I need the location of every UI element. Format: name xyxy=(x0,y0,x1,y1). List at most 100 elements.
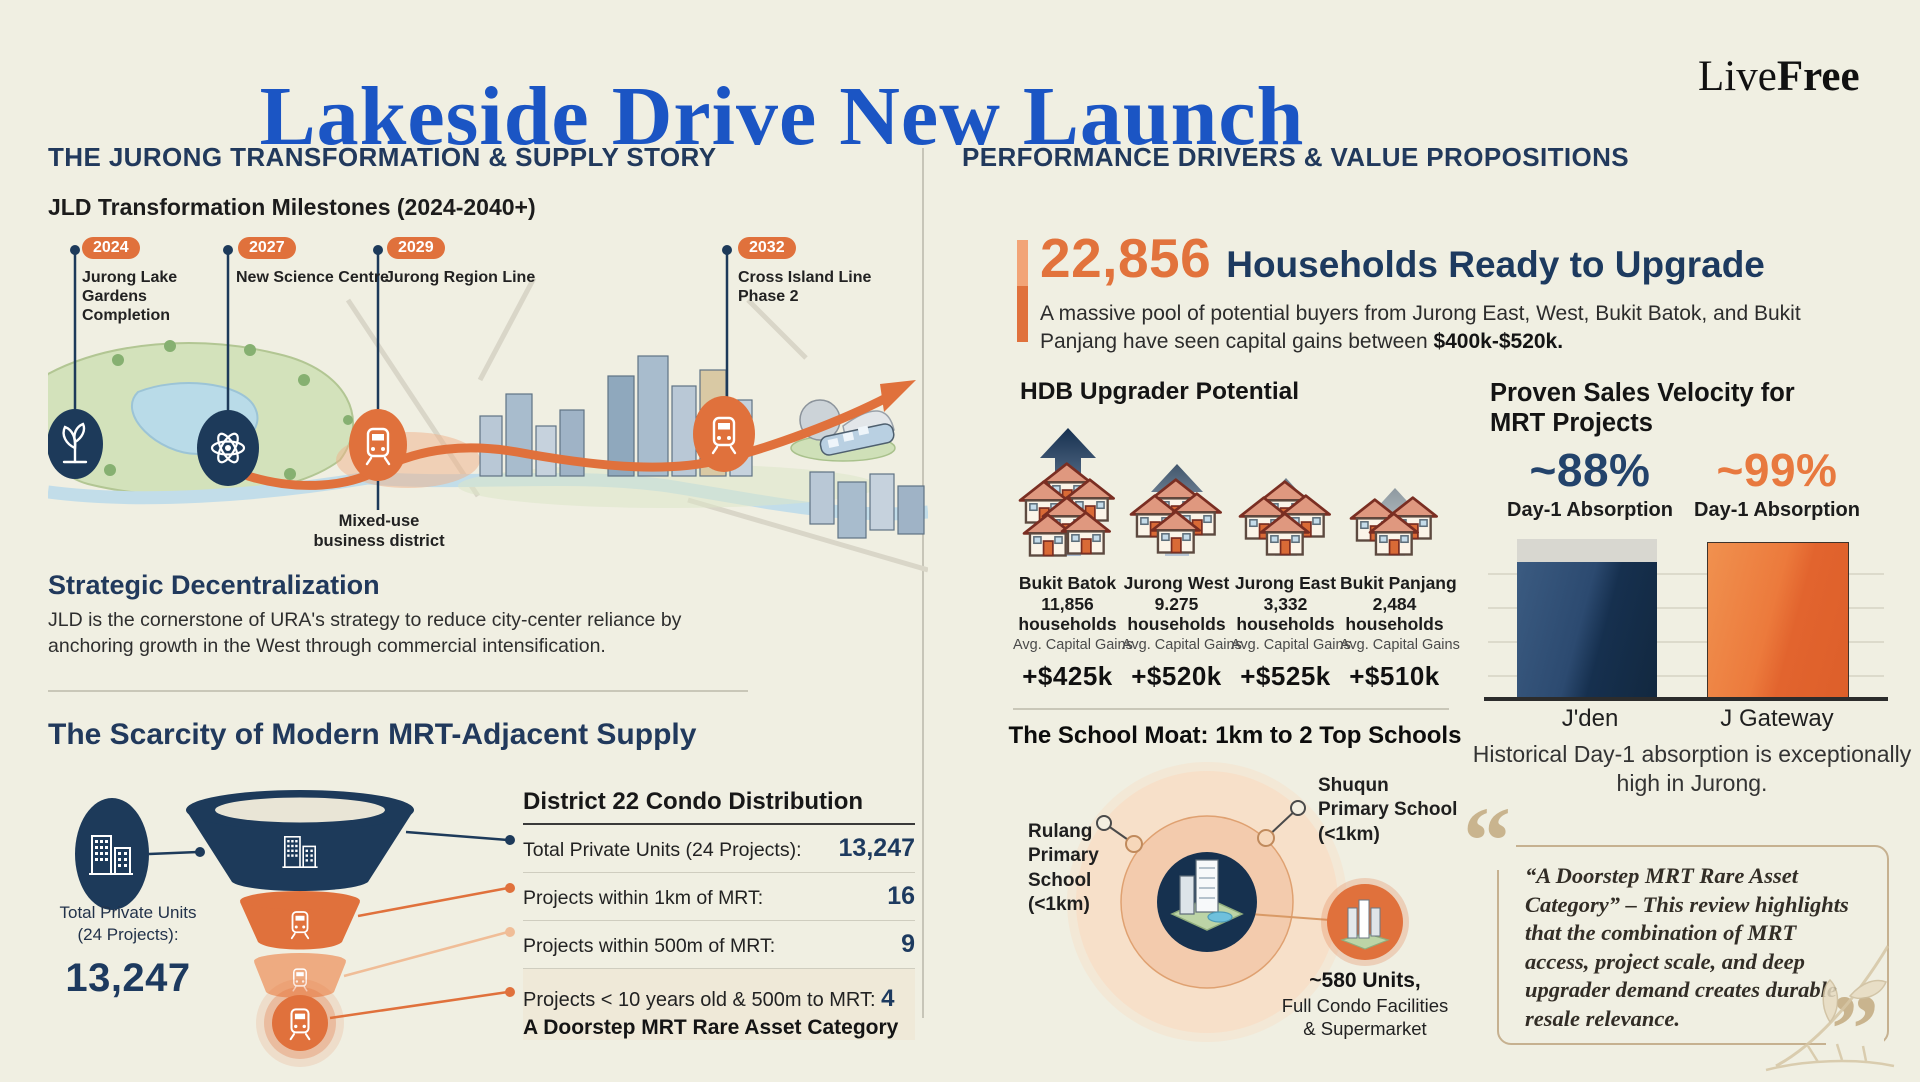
hdb-heading: HDB Upgrader Potential xyxy=(1020,378,1300,405)
brand-logo: LiveFree xyxy=(1698,52,1860,101)
quote-box xyxy=(1497,845,1889,1045)
units-count: ~580 Units, xyxy=(1309,969,1421,992)
school-label-line: School xyxy=(1028,869,1092,891)
school-moat-illustration: Rulang Primary School (<1km) Shuqun Prim… xyxy=(1000,762,1480,1080)
row-value: 9 xyxy=(901,930,915,958)
timeline-stems xyxy=(73,250,729,510)
upgrade-arrow-houses-illustration xyxy=(1238,478,1331,556)
total-units-block: Total Private Units (24 Projects): 13,24… xyxy=(42,902,214,1004)
left-divider xyxy=(48,690,748,692)
bar-remainder-cap xyxy=(1517,539,1657,562)
quote-bold: “A Doorstep MRT Rare Asset Category” xyxy=(1525,863,1798,917)
map-illustration xyxy=(48,245,928,573)
absorption-stat: ~88% Day-1 Absorption xyxy=(1490,443,1690,522)
brand-regular: Live xyxy=(1698,53,1777,100)
upgrade-arrow-houses-illustration xyxy=(1349,488,1438,556)
hdb-gains-label: Avg. Capital Gains xyxy=(1340,636,1460,653)
gridline xyxy=(1488,607,1884,609)
district-distribution-list: District 22 Condo Distribution Total Pri… xyxy=(523,788,915,1040)
distribution-heading: District 22 Condo Distribution xyxy=(523,788,915,825)
hdb-households: 9.275 xyxy=(1154,593,1199,614)
distribution-row: Projects within 1km of MRT: 16 xyxy=(523,873,915,921)
total-units-value: 13,247 xyxy=(65,956,191,1001)
decentralization-heading: Strategic Decentralization xyxy=(48,570,380,600)
row-label: Projects within 500m of MRT: xyxy=(523,935,776,957)
brand-bold: Free xyxy=(1776,53,1860,100)
hdb-area: Jurong West xyxy=(1123,573,1230,593)
quote-rest: – This review highlights that the combin… xyxy=(1525,891,1849,1031)
milestone-label: Jurong Region Line xyxy=(385,269,536,286)
mixed-use-label: Mixed-use business district xyxy=(313,512,445,550)
decentralization-body: JLD is the cornerstone of URA's strategy… xyxy=(48,609,682,657)
hdb-area: Bukit Panjang xyxy=(1340,573,1457,593)
absorption-stat: ~99% Day-1 Absorption xyxy=(1677,443,1877,522)
milestones-heading: JLD Transformation Milestones (2024-2040… xyxy=(48,194,536,220)
milestone-label: Jurong Lake Gardens Completion xyxy=(82,269,178,325)
upgraders-body-bold: $400k-$520k. xyxy=(1433,329,1564,353)
absorption-pct: ~99% xyxy=(1716,444,1838,496)
hdb-column: Jurong West 9.275 households Avg. Capita… xyxy=(1122,416,1242,692)
hdb-unit: households xyxy=(1127,614,1226,635)
upgrade-arrow-houses-illustration xyxy=(1129,464,1222,556)
milestone-year-badge: 2027 xyxy=(238,237,296,259)
tram-illustration xyxy=(819,423,895,456)
gridline xyxy=(1488,573,1884,575)
scarcity-funnel-block: Total Private Units (24 Projects): 13,24… xyxy=(48,780,928,1080)
distribution-row-highlight: Projects < 10 years old & 500m to MRT: 4… xyxy=(523,969,915,1040)
open-quote-icon: “ xyxy=(1458,793,1516,888)
chart-caption: Historical Day-1 absorption is exception… xyxy=(1472,741,1912,797)
upgrade-arrow-houses-illustration xyxy=(1018,428,1115,557)
hdb-gains-value: +$520k xyxy=(1131,660,1222,691)
school-label-line: Rulang xyxy=(1028,821,1093,842)
hdb-households: 2,484 xyxy=(1372,593,1417,614)
column-divider xyxy=(922,148,924,1018)
upgraders-value: 22,856 xyxy=(1040,227,1212,289)
absorption-sub: Day-1 Absorption xyxy=(1694,499,1860,521)
row-label: Projects < 10 years old & 500m to MRT: xyxy=(523,989,876,1011)
row-value: 13,247 xyxy=(838,834,915,862)
right-section-title: PERFORMANCE DRIVERS & VALUE PROPOSITIONS xyxy=(962,142,1630,172)
units-buildings-illustration xyxy=(1340,899,1390,950)
total-units-label2: (24 Projects): xyxy=(77,925,179,945)
hdb-unit: households xyxy=(1236,614,1335,635)
bar-jgateway xyxy=(1707,542,1849,699)
upgraders-stat: 22,856 Households Ready to Upgrade xyxy=(1040,226,1765,290)
total-units-label: Total Private Units xyxy=(59,903,197,922)
moat-rings xyxy=(1067,762,1409,1042)
stat-accent-bar xyxy=(1017,240,1028,342)
upgraders-headline: Households Ready to Upgrade xyxy=(1226,244,1765,285)
row-value: 16 xyxy=(887,882,915,910)
chart-baseline xyxy=(1484,697,1888,701)
gridline xyxy=(1488,641,1884,643)
tree-icons xyxy=(104,340,353,480)
school-label-line: Primary School xyxy=(1318,799,1458,821)
hdb-gains-label: Avg. Capital Gains xyxy=(1013,636,1133,653)
milestone-label: Cross Island Line Phase 2 xyxy=(738,269,872,306)
milestone-label: New Science Centre xyxy=(236,269,389,286)
velocity-heading: Proven Sales Velocity for MRT Projects xyxy=(1490,378,1795,438)
hdb-columns: Bukit Batok 11,856 households Avg. Capit… xyxy=(1013,416,1460,692)
hdb-column: Bukit Panjang 2,484 households Avg. Capi… xyxy=(1340,416,1460,692)
school-label-left: Rulang Primary School (<1km) xyxy=(1028,820,1099,917)
velocity-heading-line: Proven Sales Velocity for xyxy=(1490,379,1795,407)
leaf-decoration xyxy=(1765,945,1895,1072)
rail-line xyxy=(243,391,895,490)
absorption-sub: Day-1 Absorption xyxy=(1507,499,1673,521)
left-section-title: THE JURONG TRANSFORMATION & SUPPLY STORY xyxy=(48,142,717,172)
scarcity-heading: The Scarcity of Modern MRT-Adjacent Supp… xyxy=(48,718,697,751)
school-label-line: (<1km) xyxy=(1028,893,1090,915)
velocity-heading-line: MRT Projects xyxy=(1490,409,1653,438)
units-caption: ~580 Units, Full Condo Facilities & Supe… xyxy=(1262,968,1468,1041)
milestone-year-badge: 2024 xyxy=(82,237,140,259)
rail-arrowhead xyxy=(880,380,916,412)
absorption-pct: ~88% xyxy=(1529,444,1651,496)
rare-asset-highlight: A Doorstep MRT Rare Asset Category xyxy=(523,1016,899,1039)
hdb-gains-label: Avg. Capital Gains xyxy=(1231,636,1351,653)
bar-jden xyxy=(1517,562,1657,697)
units-facilities: Full Condo Facilities xyxy=(1281,995,1449,1017)
school-label-line: Primary xyxy=(1028,845,1099,867)
hdb-gains-value: +$525k xyxy=(1240,660,1331,691)
hdb-area: Bukit Batok xyxy=(1018,573,1117,593)
hdb-unit: households xyxy=(1018,614,1117,635)
